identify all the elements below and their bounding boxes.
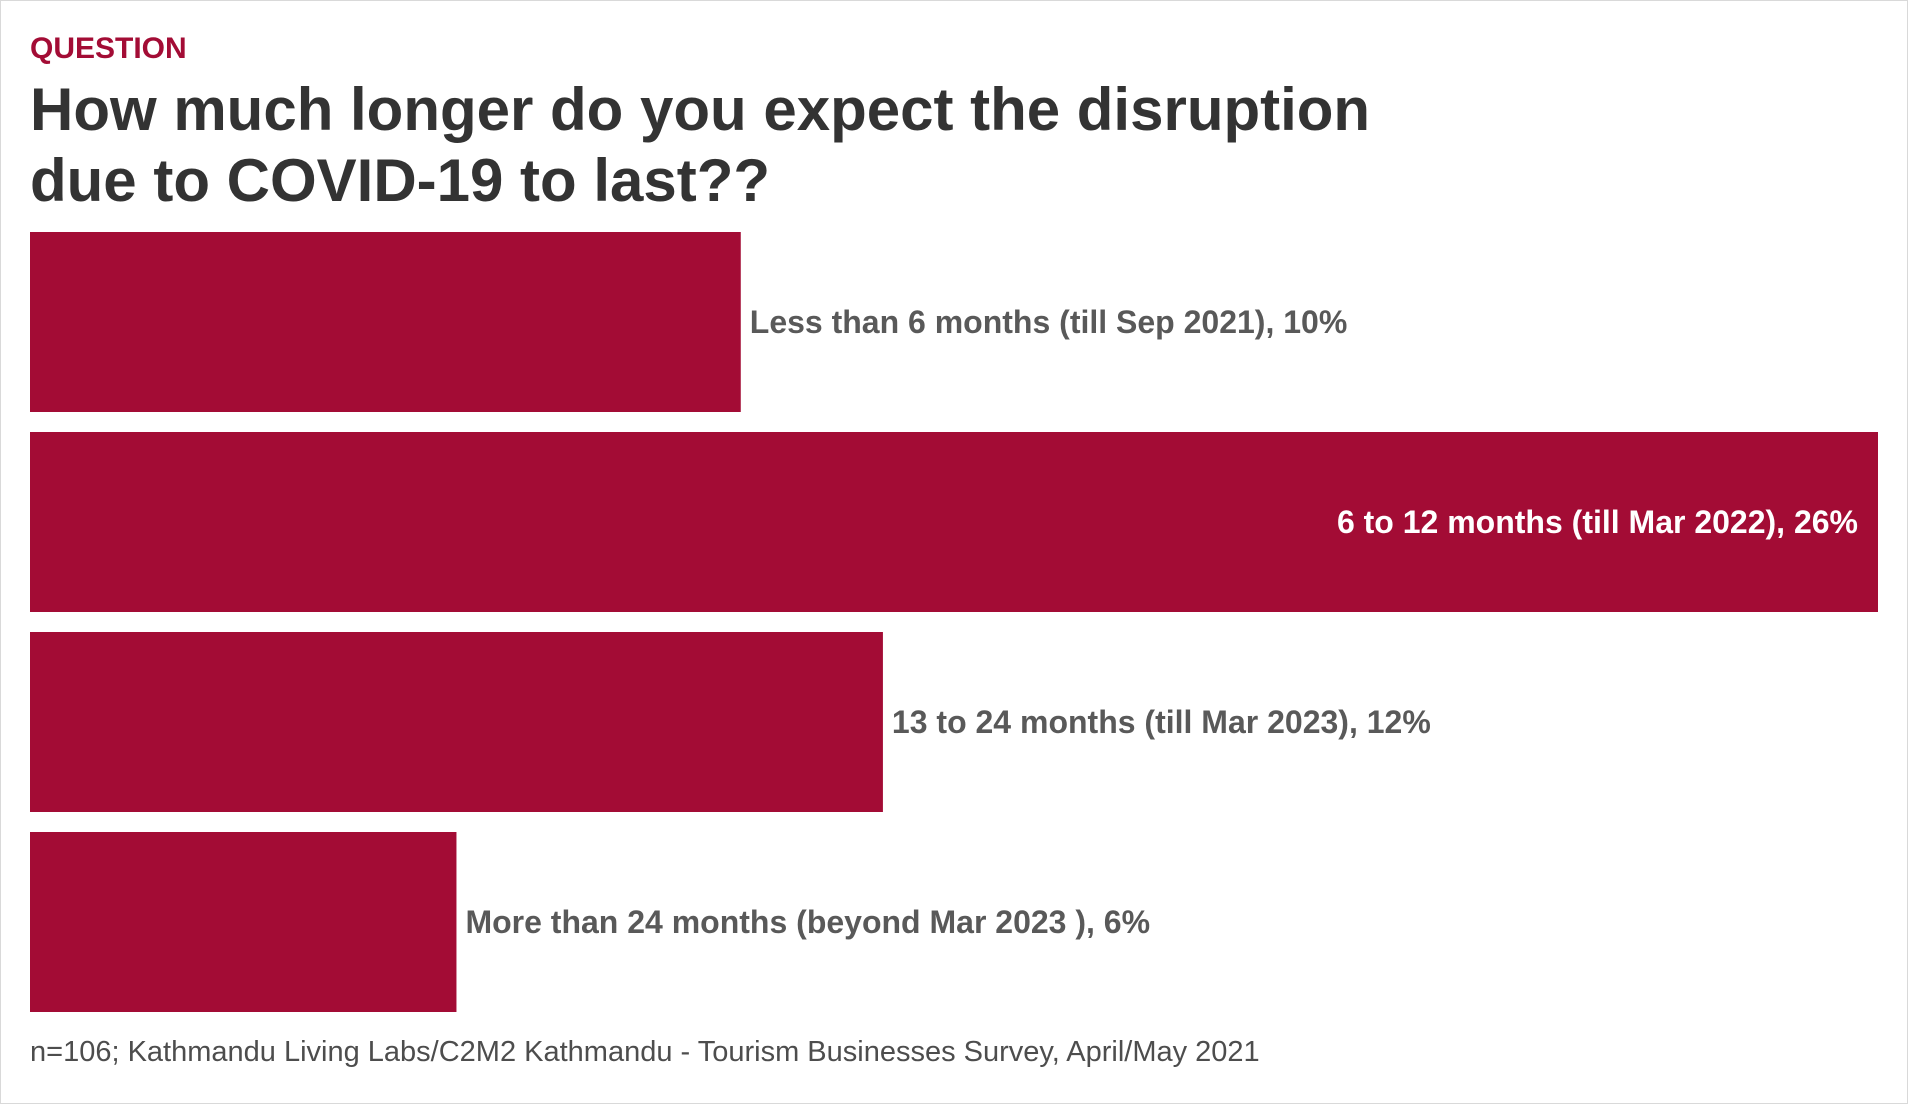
- bar-label-2: 6 to 12 months (till Mar 2022), 26%: [1337, 504, 1858, 540]
- question-eyebrow: QUESTION: [30, 32, 187, 65]
- bar-4: [30, 832, 457, 1012]
- bar-3: [30, 632, 883, 812]
- bar-label-3: 13 to 24 months (till Mar 2023), 12%: [892, 704, 1431, 740]
- source-note: n=106; Kathmandu Living Labs/C2M2 Kathma…: [30, 1036, 1260, 1068]
- bar-label-4: More than 24 months (beyond Mar 2023 ), …: [465, 904, 1150, 940]
- bar-2: [30, 432, 1878, 612]
- chart-title: How much longer do you expect the disrup…: [30, 76, 1371, 214]
- bars-group: [30, 232, 1878, 1012]
- bar-label-1: Less than 6 months (till Sep 2021), 10%: [750, 304, 1348, 340]
- bar-1: [30, 232, 741, 412]
- labels-group: Less than 6 months (till Sep 2021), 10% 6…: [465, 304, 1858, 940]
